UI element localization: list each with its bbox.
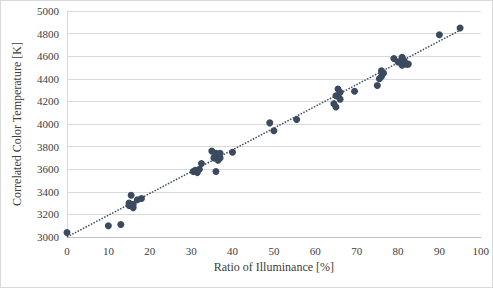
svg-text:3600: 3600 <box>37 163 60 175</box>
svg-text:4600: 4600 <box>37 50 60 62</box>
svg-text:4400: 4400 <box>37 73 60 85</box>
svg-text:0: 0 <box>64 245 70 257</box>
svg-text:90: 90 <box>434 245 446 257</box>
svg-text:3000: 3000 <box>37 231 60 243</box>
svg-text:3200: 3200 <box>37 208 60 220</box>
svg-text:10: 10 <box>103 245 115 257</box>
svg-text:5000: 5000 <box>37 5 60 17</box>
svg-text:4200: 4200 <box>37 95 60 107</box>
svg-text:Ratio of Illuminance [%]: Ratio of Illuminance [%] <box>214 260 334 274</box>
svg-text:Correlated Color Temperature [: Correlated Color Temperature [K] <box>10 42 24 206</box>
svg-text:40: 40 <box>227 245 239 257</box>
svg-text:50: 50 <box>268 245 280 257</box>
svg-text:4000: 4000 <box>37 118 60 130</box>
svg-text:70: 70 <box>351 245 363 257</box>
svg-text:60: 60 <box>310 245 322 257</box>
svg-text:100: 100 <box>473 245 490 257</box>
svg-text:4800: 4800 <box>37 28 60 40</box>
svg-text:3800: 3800 <box>37 141 60 153</box>
svg-text:30: 30 <box>186 245 198 257</box>
svg-text:80: 80 <box>393 245 405 257</box>
svg-text:20: 20 <box>144 245 156 257</box>
svg-text:3400: 3400 <box>37 186 60 198</box>
